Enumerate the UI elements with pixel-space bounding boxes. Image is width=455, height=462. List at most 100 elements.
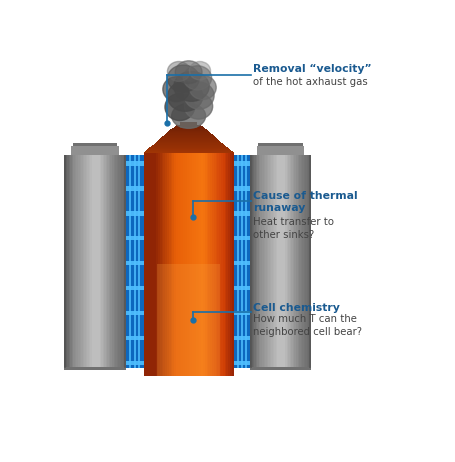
Bar [64, 155, 66, 369]
Bar [230, 153, 232, 376]
Bar [185, 153, 187, 376]
Bar [269, 155, 271, 369]
Bar [302, 155, 303, 369]
Bar [126, 311, 143, 315]
Bar [126, 336, 143, 340]
Bar [64, 367, 126, 370]
Bar [126, 161, 143, 166]
Bar [154, 143, 222, 144]
Bar [159, 153, 161, 376]
Bar [192, 153, 194, 376]
Bar [202, 153, 204, 376]
Bar [126, 286, 143, 290]
Bar [199, 153, 201, 376]
Bar [233, 161, 249, 166]
Bar [277, 155, 278, 369]
Bar [129, 155, 131, 369]
Bar [308, 155, 311, 369]
Bar [224, 153, 226, 376]
Bar [163, 135, 213, 136]
Ellipse shape [183, 66, 211, 90]
Ellipse shape [184, 93, 212, 119]
Bar [126, 261, 143, 265]
Bar [286, 155, 288, 369]
Bar [156, 142, 221, 143]
Bar [254, 155, 255, 369]
Bar [157, 153, 159, 376]
Bar [179, 153, 181, 376]
Bar [66, 155, 67, 369]
Bar [153, 144, 223, 145]
Bar [99, 155, 101, 369]
Bar [266, 155, 268, 369]
Bar [226, 153, 228, 376]
Bar [297, 155, 298, 369]
Bar [289, 155, 291, 369]
Ellipse shape [162, 77, 189, 102]
Bar [78, 155, 79, 369]
Bar [258, 155, 260, 369]
Bar [249, 155, 251, 369]
Bar [294, 155, 295, 369]
Bar [165, 153, 167, 376]
Bar [101, 155, 102, 369]
Bar [263, 155, 264, 369]
Bar [233, 155, 249, 369]
Bar [89, 155, 90, 369]
Bar [167, 131, 209, 133]
Bar [268, 155, 269, 369]
Bar [260, 155, 262, 369]
Bar [120, 155, 121, 369]
Bar [201, 153, 202, 376]
Bar [233, 336, 249, 340]
Ellipse shape [165, 93, 194, 121]
Bar [173, 127, 203, 128]
Bar [161, 153, 163, 376]
Bar [167, 153, 168, 376]
Bar [84, 155, 86, 369]
Text: Cell chemistry: Cell chemistry [253, 303, 339, 313]
Bar [204, 153, 206, 376]
Bar [283, 155, 284, 369]
Bar [96, 155, 98, 369]
Bar [233, 361, 249, 365]
Bar [232, 153, 233, 376]
Bar [233, 261, 249, 265]
Bar [113, 155, 115, 369]
Bar [156, 153, 157, 376]
Bar [233, 311, 249, 315]
Bar [76, 155, 78, 369]
Bar [126, 236, 143, 240]
Bar [308, 155, 309, 369]
Bar [150, 146, 227, 147]
Bar [161, 137, 216, 138]
Ellipse shape [175, 61, 202, 84]
Bar [206, 153, 208, 376]
Bar [145, 153, 147, 376]
Bar [219, 153, 221, 376]
Bar [212, 153, 213, 376]
Bar [291, 155, 292, 369]
Bar [157, 141, 220, 142]
Bar [292, 155, 294, 369]
Bar [152, 145, 224, 146]
Bar [256, 146, 304, 155]
Bar [149, 147, 228, 148]
Bar [162, 136, 214, 137]
Bar [233, 286, 249, 290]
Bar [306, 155, 308, 369]
Bar [300, 155, 302, 369]
Bar [109, 155, 110, 369]
Bar [228, 153, 230, 376]
Bar [107, 155, 109, 369]
Bar [110, 155, 112, 369]
Bar [236, 155, 238, 369]
Bar [95, 155, 96, 369]
Bar [274, 155, 275, 369]
Bar [118, 155, 120, 369]
Bar [86, 155, 87, 369]
Bar [157, 264, 220, 376]
Bar [152, 153, 154, 376]
Bar [171, 128, 206, 129]
Bar [82, 155, 84, 369]
